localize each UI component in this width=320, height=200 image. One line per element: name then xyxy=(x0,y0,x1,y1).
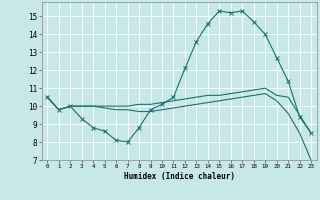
X-axis label: Humidex (Indice chaleur): Humidex (Indice chaleur) xyxy=(124,172,235,181)
